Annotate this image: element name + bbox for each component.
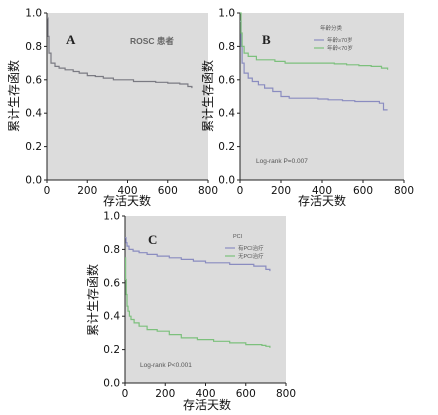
survival-curve-b-1 <box>240 12 389 70</box>
x-ticks-b: 0 200 400 600 800 <box>237 180 414 197</box>
survival-curve-a-0 <box>47 17 193 89</box>
y-axis-title-c: 累计生存函数 <box>85 264 100 336</box>
x-axis-title-b: 存活天数 <box>298 193 346 208</box>
x-tick-label: 400 <box>117 185 137 197</box>
x-tick-label: 800 <box>198 185 218 197</box>
x-tick-label: 400 <box>312 185 332 197</box>
y-tick-label: 1.0 <box>218 8 235 20</box>
x-tick-label: 200 <box>155 388 175 400</box>
legend-label-b-1: 年龄<70岁 <box>327 44 353 52</box>
legend-label-c-0: 有PCI治疗 <box>238 244 264 252</box>
survival-curve-c-0 <box>125 237 271 272</box>
legend-label-b-0: 年龄≥70岁 <box>327 36 353 44</box>
y-tick-label: 0.2 <box>103 344 120 356</box>
panel-letter-a: A <box>66 32 76 47</box>
y-tick-label: 0.2 <box>25 141 42 153</box>
y-tick-label: 0.6 <box>103 277 120 289</box>
series-group-c <box>125 237 271 348</box>
legend-title-c: PCI <box>233 234 243 240</box>
y-ticks-c: 0.0 0.2 0.4 0.6 0.8 1.0 <box>103 211 125 390</box>
x-tick-label: 0 <box>237 185 244 197</box>
x-tick-label: 0 <box>122 388 129 400</box>
plot-area-b <box>240 13 404 180</box>
legend-c: PCI 有PCI治疗 无PCI治疗 <box>225 234 264 260</box>
y-tick-label: 0.8 <box>218 41 235 53</box>
panel-letter-b: B <box>262 32 271 47</box>
x-tick-label: 200 <box>77 185 97 197</box>
panel-letter-c: C <box>148 232 157 247</box>
annotation-logrank-c: Log-rank P<0.001 <box>140 362 192 369</box>
x-axis-title-c: 存活天数 <box>183 397 231 412</box>
x-ticks-a: 0 200 400 600 800 <box>44 180 218 197</box>
y-tick-label: 0.6 <box>218 74 235 86</box>
legend-label-c-1: 无PCI治疗 <box>238 252 264 260</box>
x-tick-label: 200 <box>271 185 291 197</box>
x-tick-label: 600 <box>353 185 373 197</box>
x-tick-label: 600 <box>236 388 256 400</box>
y-tick-label: 0.4 <box>103 311 120 323</box>
survival-curve-b-0 <box>240 20 388 111</box>
plot-area-c <box>125 216 286 383</box>
y-tick-label: 0.4 <box>218 108 235 120</box>
survival-curve-c-1 <box>125 257 271 348</box>
y-tick-label: 0.8 <box>25 41 42 53</box>
legend-b: 年龄分类 年龄≥70岁 年龄<70岁 <box>314 24 353 52</box>
chart-panel-b: 0.0 0.2 0.4 0.6 0.8 1.0 0 200 400 600 800 B 年龄分类 … <box>200 8 414 209</box>
x-tick-label: 800 <box>276 388 296 400</box>
y-tick-label: 0.0 <box>218 175 235 187</box>
y-tick-label: 0.2 <box>218 141 235 153</box>
y-tick-label: 1.0 <box>25 8 42 20</box>
y-ticks-a: 0.0 0.2 0.4 0.6 0.8 1.0 <box>25 8 47 187</box>
x-tick-label: 800 <box>394 185 414 197</box>
annotation-logrank-b: Log-rank P=0.007 <box>256 158 308 165</box>
y-tick-label: 0.8 <box>103 244 120 256</box>
x-axis-title-a: 存活天数 <box>103 193 151 208</box>
y-axis-title-b: 累计生存函数 <box>200 60 215 132</box>
x-tick-label: 400 <box>195 388 215 400</box>
y-tick-label: 0.6 <box>25 74 42 86</box>
legend-title-b: 年龄分类 <box>320 24 343 32</box>
y-tick-label: 1.0 <box>103 211 120 223</box>
y-axis-title-a: 累计生存函数 <box>6 60 21 132</box>
series-group-a <box>47 17 193 89</box>
chart-panel-c: 0.0 0.2 0.4 0.6 0.8 1.0 0 200 400 600 800 C PCI 有… <box>85 211 296 413</box>
plot-area-a <box>47 13 208 180</box>
series-group-b <box>240 12 389 111</box>
x-tick-label: 600 <box>158 185 178 197</box>
chart-panel-a: 0.0 0.2 0.4 0.6 0.8 1.0 0 200 400 600 800 A ROSC … <box>6 8 218 209</box>
annotation-rosc: ROSC 患者 <box>130 36 174 46</box>
x-tick-label: 0 <box>44 185 51 197</box>
y-tick-label: 0.0 <box>25 175 42 187</box>
x-ticks-c: 0 200 400 600 800 <box>122 383 296 400</box>
y-tick-label: 0.4 <box>25 108 42 120</box>
y-ticks-b: 0.0 0.2 0.4 0.6 0.8 1.0 <box>218 8 240 187</box>
y-tick-label: 0.0 <box>103 378 120 390</box>
